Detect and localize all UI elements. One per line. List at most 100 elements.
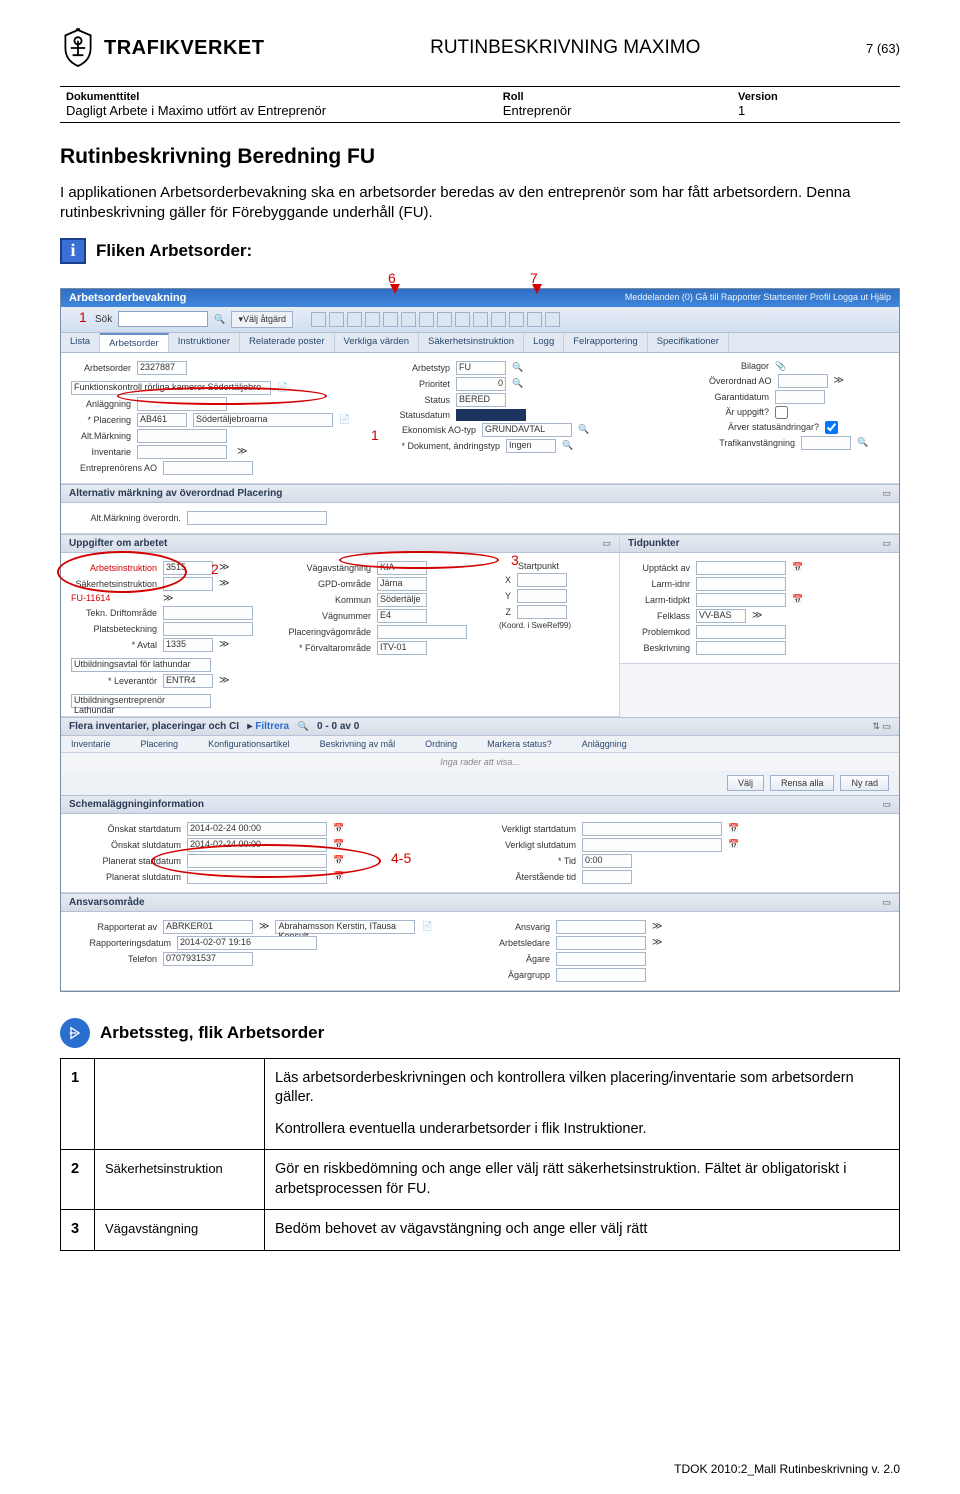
lookup-icon[interactable]: 🔍: [562, 440, 573, 451]
btn-rensa[interactable]: Rensa alla: [770, 775, 835, 791]
cal-icon[interactable]: 📅: [792, 562, 803, 573]
fld-inv[interactable]: [137, 445, 227, 459]
fld-plac[interactable]: AB461: [137, 413, 187, 427]
fld-tekn[interactable]: [163, 606, 253, 620]
fld-beskr[interactable]: [696, 641, 786, 655]
cal-icon[interactable]: 📅: [333, 839, 344, 850]
tab-arbetsorder[interactable]: Arbetsorder: [100, 333, 169, 352]
fld-atyp[interactable]: FU: [456, 361, 506, 375]
fld-tel[interactable]: 0707931537: [163, 952, 253, 966]
cal-icon[interactable]: 📅: [728, 823, 739, 834]
fld-agare[interactable]: [556, 952, 646, 966]
fld-plansl[interactable]: [187, 870, 327, 884]
tab-sakerhet[interactable]: Säkerhetsinstruktion: [419, 333, 524, 352]
toolbar-icon[interactable]: [419, 312, 434, 327]
fld-ansv[interactable]: [556, 920, 646, 934]
fld-kommun[interactable]: Södertälje: [377, 593, 427, 607]
fld-lev[interactable]: ENTR4: [163, 674, 213, 688]
fld-felkl[interactable]: VV-BAS: [696, 609, 746, 623]
fld-verksl[interactable]: [582, 838, 722, 852]
btn-ny[interactable]: Ny rad: [840, 775, 889, 791]
tab-lista[interactable]: Lista: [61, 333, 100, 352]
fld-rapav[interactable]: ABRKER01: [163, 920, 253, 934]
toolbar-icon[interactable]: [365, 312, 380, 327]
toolbar-icon[interactable]: [437, 312, 452, 327]
fld-vagnr[interactable]: E4: [377, 609, 427, 623]
toolbar-icon[interactable]: [527, 312, 542, 327]
btn-valj[interactable]: Välj: [727, 775, 764, 791]
lookup-icon[interactable]: 🔍: [578, 424, 589, 435]
toolbar-icon[interactable]: [491, 312, 506, 327]
fld-y[interactable]: [517, 589, 567, 603]
search-icon[interactable]: 🔍: [214, 314, 225, 325]
chk-aruppg[interactable]: [775, 406, 788, 419]
toolbar-icon[interactable]: [545, 312, 560, 327]
fld-entrao[interactable]: [163, 461, 253, 475]
fld-agrp[interactable]: [556, 968, 646, 982]
fld-sakerh[interactable]: [163, 577, 213, 591]
tab-spec[interactable]: Specifikationer: [648, 333, 729, 352]
toolbar-icon[interactable]: [383, 312, 398, 327]
toolbar-icon[interactable]: [329, 312, 344, 327]
toolbar-icon[interactable]: [455, 312, 470, 327]
fld-avtal[interactable]: 1335: [163, 638, 213, 652]
fld-ao-desc[interactable]: Funktionskontroll rörliga kameror Södert…: [71, 381, 271, 395]
fld-atert[interactable]: [582, 870, 632, 884]
fld-raptid[interactable]: 2014-02-07 19:16: [177, 936, 317, 950]
cal-icon[interactable]: 📅: [333, 855, 344, 866]
fld-arbled[interactable]: [556, 936, 646, 950]
tab-instruktioner[interactable]: Instruktioner: [169, 333, 240, 352]
lookup-icon[interactable]: 🔍: [857, 437, 868, 448]
toolbar-icon[interactable]: [509, 312, 524, 327]
lookup-icon[interactable]: 🔍: [512, 362, 523, 373]
fld-garanti[interactable]: [775, 390, 825, 404]
detail-icon[interactable]: 📄: [421, 921, 432, 932]
fld-ao[interactable]: 2327887: [137, 361, 187, 375]
fld-anl[interactable]: [137, 397, 227, 411]
toolbar-icon[interactable]: [473, 312, 488, 327]
fld-dokandr[interactable]: Ingen: [506, 439, 556, 453]
attach-icon[interactable]: 📎: [775, 361, 786, 372]
valj-atgard-button[interactable]: ▾ Välj åtgärd: [231, 311, 293, 328]
fld-vagav[interactable]: KIA: [377, 561, 427, 575]
toolbar-icon[interactable]: [311, 312, 326, 327]
fld-verkst[interactable]: [582, 822, 722, 836]
fld-larmn[interactable]: [696, 577, 786, 591]
tab-relaterade[interactable]: Relaterade poster: [240, 333, 335, 352]
chk-arvst[interactable]: [825, 421, 838, 434]
fld-upptackt[interactable]: [696, 561, 786, 575]
detail-icon[interactable]: 📄: [277, 382, 288, 393]
fld-gpd[interactable]: Järna: [377, 577, 427, 591]
fld-forv[interactable]: ITV-01: [377, 641, 427, 655]
fld-probk[interactable]: [696, 625, 786, 639]
fld-platsb[interactable]: [163, 622, 253, 636]
fld-eko[interactable]: GRUNDAVTAL: [482, 423, 572, 437]
fld-z[interactable]: [517, 605, 567, 619]
tab-logg[interactable]: Logg: [524, 333, 564, 352]
fld-x[interactable]: [517, 573, 567, 587]
cal-icon[interactable]: 📅: [333, 871, 344, 882]
cal-icon[interactable]: 📅: [792, 594, 803, 605]
tab-felrapport[interactable]: Felrapportering: [564, 333, 647, 352]
toolbar-icon[interactable]: [401, 312, 416, 327]
fld-overao[interactable]: [778, 374, 828, 388]
fld-arbinstr[interactable]: 3515: [163, 561, 213, 575]
fld-planst[interactable]: [187, 854, 327, 868]
cal-icon[interactable]: 📅: [728, 839, 739, 850]
detail-icon[interactable]: 📄: [339, 414, 350, 425]
fld-prio[interactable]: 0: [456, 377, 506, 391]
fld-plac-d[interactable]: Södertäljebroarna: [193, 413, 333, 427]
toolbar-icon[interactable]: [347, 312, 362, 327]
fld-tid[interactable]: 0:00: [582, 854, 632, 868]
cal-icon[interactable]: 📅: [333, 823, 344, 834]
fld-altm2[interactable]: [187, 511, 327, 525]
tab-verkliga[interactable]: Verkliga värden: [335, 333, 419, 352]
fld-placvag[interactable]: [377, 625, 467, 639]
fld-onskst[interactable]: 2014-02-24 00:00: [187, 822, 327, 836]
lookup-icon[interactable]: 🔍: [512, 378, 523, 389]
search-input[interactable]: [118, 311, 208, 327]
fld-onsksl[interactable]: 2014-02-24 00:00: [187, 838, 327, 852]
fld-altm[interactable]: [137, 429, 227, 443]
fld-trafan[interactable]: [801, 436, 851, 450]
fld-larmidp[interactable]: [696, 593, 786, 607]
